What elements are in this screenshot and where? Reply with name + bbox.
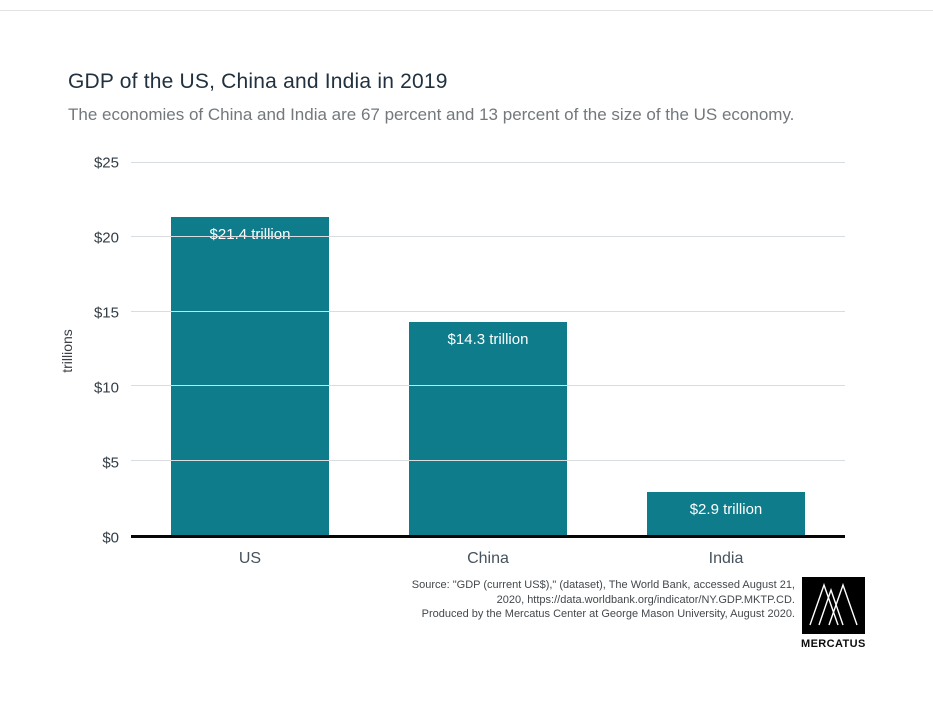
top-divider: [0, 10, 933, 11]
xtick-label: US: [238, 550, 262, 567]
ytick-label: $15: [93, 304, 119, 322]
bar-india: $2.9 trillion: [647, 491, 805, 535]
source-line-3: Produced by the Mercatus Center at Georg…: [421, 608, 795, 620]
ytick-label: $25: [93, 154, 119, 172]
chart-title: GDP of the US, China and India in 2019: [68, 70, 448, 93]
source-line-2: 2020, https://data.worldbank.org/indicat…: [496, 593, 795, 606]
source-note: Source: "GDP (current US$)," (dataset), …: [280, 578, 795, 622]
gridline: [131, 236, 845, 238]
y-axis-ticks: $0 $5 $10 $15 $20 $25: [0, 155, 119, 547]
ytick-label: $0: [102, 529, 119, 547]
gridline: [131, 310, 845, 312]
ytick-label: $10: [93, 379, 119, 397]
chart-subtitle: The economies of China and India are 67 …: [68, 105, 795, 124]
bars: $21.4 trillion $14.3 trillion $2.9 trillio…: [131, 163, 845, 535]
source-line-1: Source: "GDP (current US$)," (dataset), …: [411, 579, 795, 591]
bar-value-label: $14.3 trillion: [447, 331, 529, 349]
x-axis-labels: US China India: [131, 550, 845, 568]
bar-value-label: $2.9 trillion: [689, 500, 763, 518]
bar-us: $21.4 trillion: [171, 216, 329, 535]
bar-slot: $21.4 trillion: [131, 163, 369, 535]
xtick-label: China: [467, 550, 509, 567]
chart-header: GDP of the US, China and India in 2019 T…: [68, 70, 868, 127]
bar-slot: $14.3 trillion: [369, 163, 607, 535]
mercatus-logo-icon: [801, 577, 865, 634]
ytick-label: $20: [93, 229, 119, 247]
mercatus-logo: MERCATUS: [801, 577, 865, 650]
mercatus-logo-text: MERCATUS: [801, 638, 866, 650]
bar-china: $14.3 trillion: [409, 322, 567, 535]
ytick-label: $5: [102, 454, 119, 472]
gridline: [131, 459, 845, 461]
gridline: [131, 162, 845, 163]
bar-slot: $2.9 trillion: [607, 163, 845, 535]
xtick-label: India: [708, 550, 744, 567]
plot-area: $21.4 trillion $14.3 trillion $2.9 trillio…: [131, 162, 845, 538]
bar-value-label: $21.4 trillion: [209, 225, 291, 243]
gridline: [131, 385, 845, 387]
